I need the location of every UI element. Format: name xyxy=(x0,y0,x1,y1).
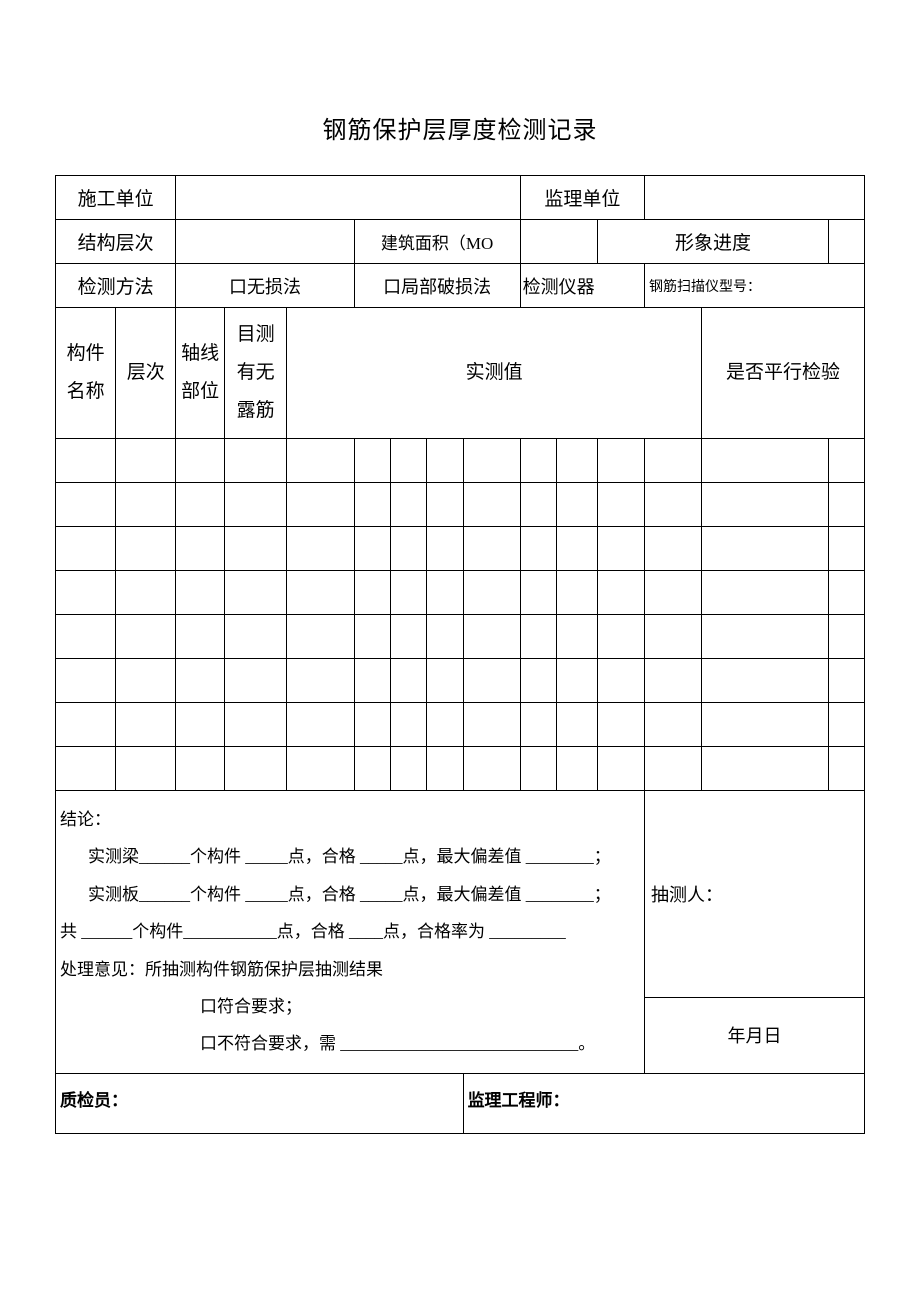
table-row xyxy=(56,527,865,571)
value-supervision-unit xyxy=(645,176,865,220)
label-detection-method: 检测方法 xyxy=(56,264,176,308)
label-instrument: 检测仪器 xyxy=(520,264,644,308)
header-parallel-test: 是否平行检验 xyxy=(702,308,865,439)
checkbox-local-damage[interactable]: 口局部破损法 xyxy=(354,264,520,308)
value-progress xyxy=(828,220,864,264)
label-date: 年月日 xyxy=(645,997,865,1073)
form-table: 施工单位 监理单位 结构层次 建筑面积（MO 形象进度 检测方法 口无损法 口局… xyxy=(55,175,865,1134)
label-progress: 形象进度 xyxy=(598,220,828,264)
value-structure-level xyxy=(176,220,354,264)
table-row xyxy=(56,659,865,703)
label-building-area: 建筑面积（MO xyxy=(354,220,520,264)
table-row xyxy=(56,703,865,747)
checkbox-nondestructive[interactable]: 口无损法 xyxy=(176,264,354,308)
label-sampler: 抽测人： xyxy=(645,791,865,998)
conclusion-line2: 实测板______个构件 _____点，合格 _____点，最大偏差值 ____… xyxy=(60,876,640,913)
table-row xyxy=(56,615,865,659)
header-axis-position: 轴线部位 xyxy=(176,308,225,439)
header-visual-rebar: 目测有无露筋 xyxy=(225,308,287,439)
page-title: 钢筋保护层厚度检测记录 xyxy=(55,110,865,145)
value-instrument: 钢筋扫描仪型号： xyxy=(645,264,865,308)
value-construction-unit xyxy=(176,176,520,220)
label-supervisor-engineer: 监理工程师： xyxy=(463,1073,864,1133)
conclusion-line1: 实测梁______个构件 _____点，合格 _____点，最大偏差值 ____… xyxy=(60,838,640,875)
conclusion-line3: 共 ______个构件___________点，合格 ____点，合格率为 __… xyxy=(60,913,640,950)
table-row xyxy=(56,571,865,615)
conclusion-line6: 口不符合要求，需 ____________________________。 xyxy=(60,1025,640,1062)
table-row xyxy=(56,439,865,483)
label-structure-level: 结构层次 xyxy=(56,220,176,264)
header-component-name: 构件名称 xyxy=(56,308,116,439)
conclusion-line5: 口符合要求； xyxy=(60,988,640,1025)
conclusion-title: 结论： xyxy=(60,801,640,838)
header-floor: 层次 xyxy=(116,308,176,439)
table-row xyxy=(56,483,865,527)
conclusion-line4: 处理意见：所抽测构件钢筋保护层抽测结果 xyxy=(60,951,640,988)
conclusion-block: 结论： 实测梁______个构件 _____点，合格 _____点，最大偏差值 … xyxy=(56,791,645,1074)
label-construction-unit: 施工单位 xyxy=(56,176,176,220)
label-supervision-unit: 监理单位 xyxy=(520,176,644,220)
label-inspector: 质检员： xyxy=(56,1073,464,1133)
value-building-area xyxy=(520,220,598,264)
table-row xyxy=(56,747,865,791)
header-measured-value: 实测值 xyxy=(287,308,702,439)
